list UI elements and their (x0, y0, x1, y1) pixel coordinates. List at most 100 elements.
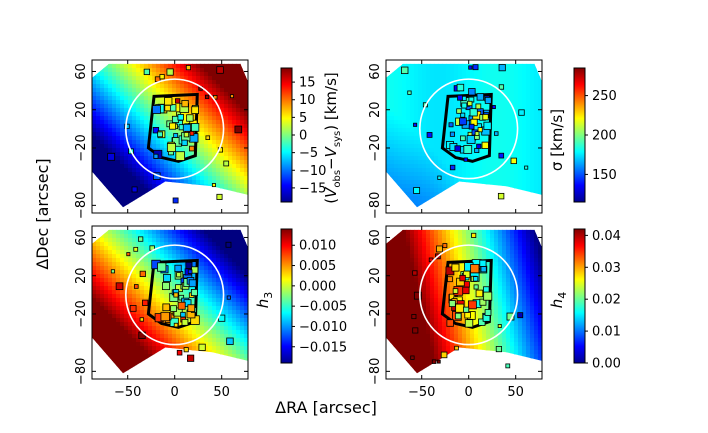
data-marker (479, 298, 487, 306)
y-tick-label: −80 (74, 358, 89, 385)
data-marker (436, 359, 441, 364)
colorbar-tick-label: 0.02 (592, 293, 621, 308)
colorbar-velocity: 15 10 5 0 −5 −10 −15 (280, 67, 326, 203)
axes-frame (385, 59, 543, 214)
y-tick-label: 20 (368, 267, 383, 284)
data-marker (475, 103, 482, 110)
data-marker (497, 324, 502, 328)
data-marker (436, 245, 443, 253)
cbar-label-h4: h4 (548, 292, 569, 309)
data-marker (226, 295, 231, 300)
colorbar-tick-label: 250 (592, 89, 617, 104)
data-marker (205, 135, 211, 140)
x-tick-label: 50 (507, 385, 524, 400)
data-marker (518, 109, 525, 116)
data-marker (412, 327, 419, 334)
colorbar-tick-label: 15 (299, 76, 316, 91)
data-marker (413, 187, 421, 194)
data-marker (456, 108, 462, 114)
data-marker (188, 279, 197, 288)
data-marker (191, 266, 199, 274)
data-marker (177, 301, 186, 310)
data-marker (182, 123, 191, 132)
data-marker (198, 343, 206, 351)
data-marker (474, 131, 480, 136)
data-marker (211, 183, 216, 188)
data-marker (468, 88, 476, 96)
figure-ylabel: ΔDec [arcsec] (33, 158, 52, 269)
colorbar-tick-label: 5 (299, 111, 307, 126)
data-marker (152, 127, 160, 134)
data-marker (234, 125, 243, 134)
data-marker (163, 274, 171, 282)
colorbar-tick-label: 0.00 (592, 357, 621, 372)
data-marker (437, 175, 442, 180)
data-marker (180, 311, 186, 318)
colorbar-h3: 0.010 0.005 0.000 −0.005 −0.010 −0.015 (280, 228, 347, 364)
data-marker (491, 105, 496, 110)
data-marker (477, 127, 483, 133)
colorbar-tick-label: −0.005 (299, 300, 347, 315)
data-marker (473, 284, 479, 290)
data-marker (126, 252, 131, 257)
colorbar-gradient (573, 228, 586, 364)
data-marker (170, 305, 177, 312)
data-marker (460, 112, 466, 118)
data-marker (449, 164, 456, 171)
data-marker (166, 143, 176, 153)
data-marker (164, 97, 173, 106)
data-marker (185, 261, 193, 269)
data-marker (157, 262, 167, 272)
data-marker (467, 300, 477, 310)
data-marker (133, 284, 139, 289)
data-marker (226, 337, 234, 345)
data-marker (107, 152, 115, 161)
x-tick-label: −50 (114, 385, 141, 400)
colorbar-gradient (280, 228, 293, 364)
data-marker (187, 354, 195, 362)
colorbar-tick-label: 150 (592, 168, 617, 183)
data-marker (495, 346, 502, 353)
data-marker (524, 165, 529, 170)
colorbar-tick-label: 0.03 (592, 261, 621, 276)
colorbar-tick-label: 200 (592, 129, 617, 144)
data-marker (223, 160, 230, 167)
data-marker (205, 94, 210, 99)
data-marker (468, 123, 475, 130)
panel-h4: 60 20 −20 −80 −50 0 50 (368, 225, 543, 400)
data-marker (451, 263, 460, 272)
data-marker (474, 147, 480, 153)
data-marker (159, 74, 165, 80)
data-marker (475, 289, 484, 298)
data-marker (469, 108, 478, 117)
data-marker (153, 153, 159, 159)
data-marker (481, 141, 489, 149)
data-marker (448, 300, 456, 307)
data-marker (464, 319, 474, 328)
data-marker (110, 269, 115, 274)
data-marker (413, 291, 422, 300)
data-marker (468, 65, 473, 70)
data-marker (174, 264, 182, 273)
data-marker (459, 274, 466, 282)
colorbar-tick-label: −5 (299, 146, 318, 161)
data-marker (186, 114, 194, 122)
data-marker (152, 105, 161, 114)
data-marker (498, 64, 506, 72)
data-marker (173, 292, 179, 298)
aperture-circle (125, 244, 225, 346)
data-marker (407, 90, 412, 95)
colorbar-gradient (280, 67, 293, 203)
data-marker (143, 68, 150, 75)
data-marker (142, 299, 149, 306)
data-marker (476, 93, 485, 101)
data-marker (457, 94, 463, 101)
colorbar-tick-label: 0.010 (299, 239, 336, 254)
colorbar-dispersion: 250 200 150 (573, 67, 617, 203)
data-marker (510, 157, 517, 165)
data-marker (160, 311, 170, 322)
data-marker (426, 132, 433, 138)
data-marker (176, 272, 182, 278)
data-marker (173, 133, 179, 138)
